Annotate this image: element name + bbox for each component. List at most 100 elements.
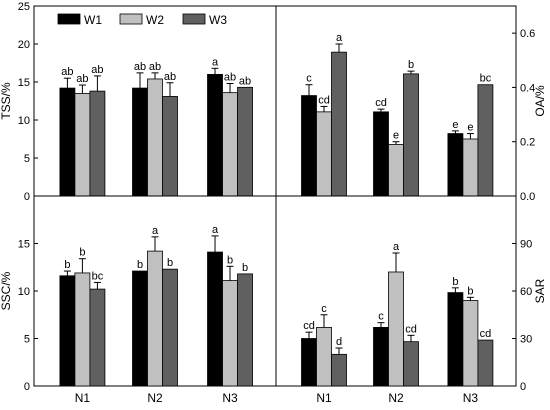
bar-tss-w2-n3 — [222, 92, 238, 197]
bar-ssc-w1-n2 — [132, 270, 148, 387]
bar-sar-w1-n3 — [447, 292, 464, 387]
legend-label-w1: W1 — [84, 13, 102, 27]
significance-label: e — [452, 119, 458, 131]
significance-label: b — [467, 285, 473, 297]
y-tick-label: 60 — [520, 286, 532, 298]
legend-label-w2: W2 — [146, 13, 164, 27]
significance-label: c — [306, 73, 312, 85]
bar-tss-w2-n2 — [147, 78, 163, 197]
bar-sar-w3-n3 — [477, 339, 494, 387]
bar-ssc-w3-n3 — [237, 273, 253, 387]
bar-oa-w3-n1 — [331, 51, 347, 197]
y-tick-label: 10 — [18, 115, 30, 127]
y-axis-label: SAR — [533, 278, 547, 303]
significance-label: bc — [480, 73, 492, 85]
significance-label: b — [137, 259, 143, 271]
y-tick-label: 5 — [24, 334, 30, 346]
significance-label: ab — [164, 71, 176, 83]
bar-oa-w1-n2 — [373, 111, 389, 197]
bar-ssc-w3-n1 — [89, 288, 106, 387]
bar-tss-w3-n3 — [237, 86, 253, 197]
y-tick-label: 10 — [18, 286, 30, 298]
significance-label: a — [212, 224, 219, 236]
y-tick-label: 0.0 — [520, 191, 535, 203]
significance-label: e — [467, 122, 473, 134]
y-axis-label: SSC/% — [0, 271, 13, 310]
x-tick-label-n1: N1 — [75, 391, 91, 405]
y-axis-label: TSS/% — [0, 82, 13, 120]
legend-label-w3: W3 — [209, 13, 227, 27]
significance-label: cd — [375, 97, 387, 109]
x-tick-label-n3: N3 — [222, 391, 238, 405]
bar-sar-w2-n1 — [316, 327, 332, 387]
legend: W1 W2 W3 — [57, 13, 227, 27]
significance-label: bc — [92, 270, 104, 282]
significance-label: b — [167, 257, 173, 269]
significance-label: ab — [91, 64, 103, 76]
significance-label: a — [393, 241, 400, 253]
bar-tss-w1-n2 — [132, 87, 148, 197]
significance-label: b — [64, 259, 70, 271]
significance-label: cd — [303, 320, 315, 332]
significance-label: e — [393, 130, 399, 142]
legend-swatch-w2 — [119, 13, 143, 25]
significance-label: a — [152, 225, 159, 237]
bar-sar-w2-n3 — [462, 300, 479, 387]
significance-label: b — [227, 254, 233, 266]
bar-tss-w1-n1 — [59, 87, 76, 197]
significance-label: cd — [318, 94, 330, 106]
bar-oa-w3-n2 — [403, 73, 419, 197]
y-tick-label: 15 — [18, 239, 30, 251]
significance-label: b — [452, 276, 458, 288]
y-axis-label: OA/% — [533, 85, 547, 117]
significance-label: ab — [224, 72, 236, 84]
bar-ssc-w1-n3 — [207, 251, 223, 387]
significance-label: b — [408, 59, 414, 71]
significance-label: ab — [239, 75, 251, 87]
significance-label: a — [212, 56, 219, 68]
significance-label: cd — [480, 328, 492, 340]
legend-swatch-w1 — [57, 13, 81, 25]
significance-label: b — [242, 262, 248, 274]
bar-sar-w3-n2 — [403, 341, 419, 387]
significance-label: ab — [134, 61, 146, 73]
bar-tss-w3-n1 — [89, 90, 106, 197]
y-tick-label: 20 — [18, 39, 30, 51]
x-tick-label-n2: N2 — [147, 391, 163, 405]
bar-ssc-w3-n2 — [162, 268, 178, 387]
bar-oa-w2-n2 — [388, 144, 404, 197]
significance-label: ab — [76, 73, 88, 85]
y-tick-label: 0 — [24, 381, 30, 393]
bar-sar-w3-n1 — [331, 353, 347, 387]
y-tick-label: 0.6 — [520, 28, 535, 40]
y-tick-label: 25 — [18, 1, 30, 13]
y-tick-label: 0 — [520, 381, 526, 393]
y-tick-label: 5 — [24, 153, 30, 165]
legend-swatch-w3 — [182, 13, 206, 25]
bar-oa-w2-n1 — [316, 111, 332, 197]
x-tick-label-n1: N1 — [316, 391, 332, 405]
bar-tss-w2-n1 — [74, 93, 91, 197]
bar-sar-w1-n2 — [373, 327, 389, 387]
significance-label: d — [336, 336, 342, 348]
bar-ssc-w2-n1 — [74, 272, 91, 387]
bar-tss-w1-n3 — [207, 74, 223, 197]
y-tick-label: 0.2 — [520, 137, 535, 149]
bar-ssc-w2-n2 — [147, 250, 163, 387]
bar-sar-w2-n2 — [388, 271, 404, 387]
significance-label: c — [378, 311, 384, 323]
bar-tss-w3-n2 — [162, 96, 178, 197]
x-tick-label-n3: N3 — [463, 391, 479, 405]
y-tick-label: 90 — [520, 239, 532, 251]
significance-label: b — [79, 247, 85, 259]
y-tick-label: 15 — [18, 77, 30, 89]
significance-label: ab — [149, 61, 161, 73]
y-tick-label: 30 — [520, 334, 532, 346]
bar-oa-w3-n3 — [477, 84, 494, 197]
